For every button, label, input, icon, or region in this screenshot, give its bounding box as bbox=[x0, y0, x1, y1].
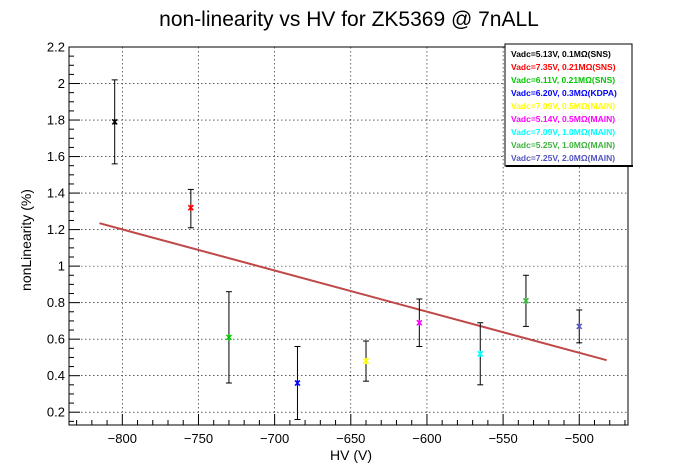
x-tick-label: −750 bbox=[184, 431, 213, 446]
point-marker bbox=[477, 350, 484, 357]
data-point bbox=[187, 188, 194, 229]
ticks-layer: −800 −750 −700 −650 −600 −550 −500 0.2 0.4 0.6 0.8… bbox=[47, 40, 626, 446]
point-marker bbox=[416, 319, 423, 326]
x-axis-label: HV (V) bbox=[330, 447, 372, 463]
legend-entry: Vadc=7.25V, 2.0MΩ(MAIN) bbox=[511, 153, 615, 163]
data-point bbox=[111, 79, 118, 165]
y-tick-label: 0.8 bbox=[47, 295, 65, 310]
legend-box bbox=[504, 43, 633, 167]
data-point bbox=[225, 291, 232, 384]
point-marker bbox=[225, 334, 232, 341]
y-axis-label: nonLinearity (%) bbox=[18, 189, 34, 291]
data-point bbox=[294, 345, 301, 421]
data-point bbox=[477, 322, 484, 386]
legend-entry: Vadc=6.20V, 0.3MΩ(KDPA) bbox=[511, 88, 617, 98]
x-tick-label: −800 bbox=[108, 431, 137, 446]
data-point bbox=[576, 309, 583, 344]
y-tick-label: 2.2 bbox=[47, 40, 65, 55]
x-tick-label: −600 bbox=[412, 431, 441, 446]
y-tick-label: 1.4 bbox=[47, 186, 65, 201]
y-tick-label: 0.6 bbox=[47, 332, 65, 347]
x-tick-label: −500 bbox=[565, 431, 594, 446]
legend-entry: Vadc=7.35V, 0.21MΩ(SNS) bbox=[511, 62, 616, 72]
point-marker bbox=[187, 204, 194, 211]
x-tick-label: −650 bbox=[336, 431, 365, 446]
y-tick-label: 1.8 bbox=[47, 113, 65, 128]
data-point bbox=[522, 274, 529, 327]
legend-entry: Vadc=7.09V, 0.5MΩ(MAIN) bbox=[511, 101, 615, 111]
data-point bbox=[362, 340, 370, 382]
fit-layer bbox=[99, 222, 607, 362]
x-tick-label: −700 bbox=[260, 431, 289, 446]
chart-title: non-linearity vs HV for ZK5369 @ 7nALL bbox=[159, 8, 539, 31]
legend-entry: Vadc=5.25V, 1.0MΩ(MAIN) bbox=[511, 140, 615, 150]
legend: Vadc=5.13V, 0.1MΩ(SNS) Vadc=7.35V, 0.21MΩ… bbox=[504, 43, 633, 167]
x-tick-label: −550 bbox=[488, 431, 517, 446]
fit-line bbox=[99, 222, 607, 362]
legend-entry: Vadc=6.11V, 0.21MΩ(SNS) bbox=[511, 75, 615, 85]
y-tick-label: 2 bbox=[58, 76, 65, 91]
y-tick-label: 1 bbox=[58, 259, 65, 274]
point-marker bbox=[111, 118, 118, 125]
point-marker bbox=[362, 358, 370, 365]
legend-entry: Vadc=7.09V, 1.0MΩ(MAIN) bbox=[511, 127, 615, 137]
legend-entry: Vadc=5.13V, 0.1MΩ(SNS) bbox=[511, 49, 611, 59]
point-marker bbox=[522, 297, 529, 304]
legend-entry: Vadc=5.14V, 0.5MΩ(MAIN) bbox=[511, 114, 615, 124]
y-tick-label: 0.2 bbox=[47, 405, 65, 420]
points-layer bbox=[111, 79, 583, 421]
y-tick-label: 0.4 bbox=[47, 368, 65, 383]
y-tick-label: 1.6 bbox=[47, 149, 65, 164]
data-point bbox=[416, 298, 423, 347]
point-marker bbox=[576, 323, 583, 330]
legend-shadow bbox=[506, 165, 633, 167]
plot-frame bbox=[68, 46, 629, 426]
point-marker bbox=[294, 379, 301, 387]
y-tick-label: 1.2 bbox=[47, 222, 65, 237]
